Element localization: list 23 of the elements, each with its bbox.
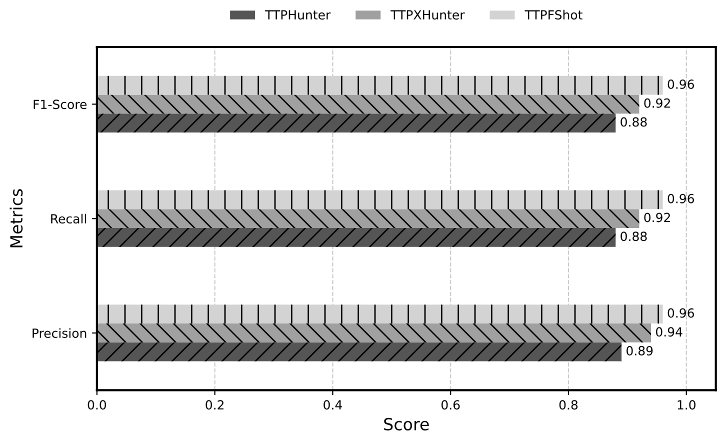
data-label: 0.88 [620, 232, 647, 242]
x-tick-label: 0.2 [206, 400, 224, 410]
legend-label: TTPFShot [524, 10, 582, 20]
x-tick-label: 0.6 [441, 400, 460, 410]
y-tick-label: Recall [51, 214, 86, 224]
x-axis-title: Score [384, 418, 429, 430]
data-label: 0.92 [644, 98, 670, 108]
x-tick-label: 0.4 [324, 400, 342, 410]
x-tick-label: 1.0 [678, 400, 696, 410]
data-label: 0.88 [620, 117, 647, 127]
data-label: 0.96 [668, 194, 694, 204]
y-axis-title: Metrics [10, 189, 23, 248]
y-tick-label: Precision [32, 328, 86, 338]
y-tick-label: F1-Score [34, 100, 87, 110]
legend-label: TTPXHunter [390, 10, 465, 20]
data-label: 0.96 [668, 308, 694, 318]
legend-label: TTPHunter [265, 10, 331, 20]
data-label: 0.89 [626, 346, 653, 356]
data-label: 0.96 [668, 79, 694, 89]
x-tick-label: 0.8 [559, 400, 578, 410]
data-label: 0.94 [656, 327, 682, 337]
x-tick-label: 0.0 [88, 400, 106, 410]
data-label: 0.92 [644, 212, 670, 222]
